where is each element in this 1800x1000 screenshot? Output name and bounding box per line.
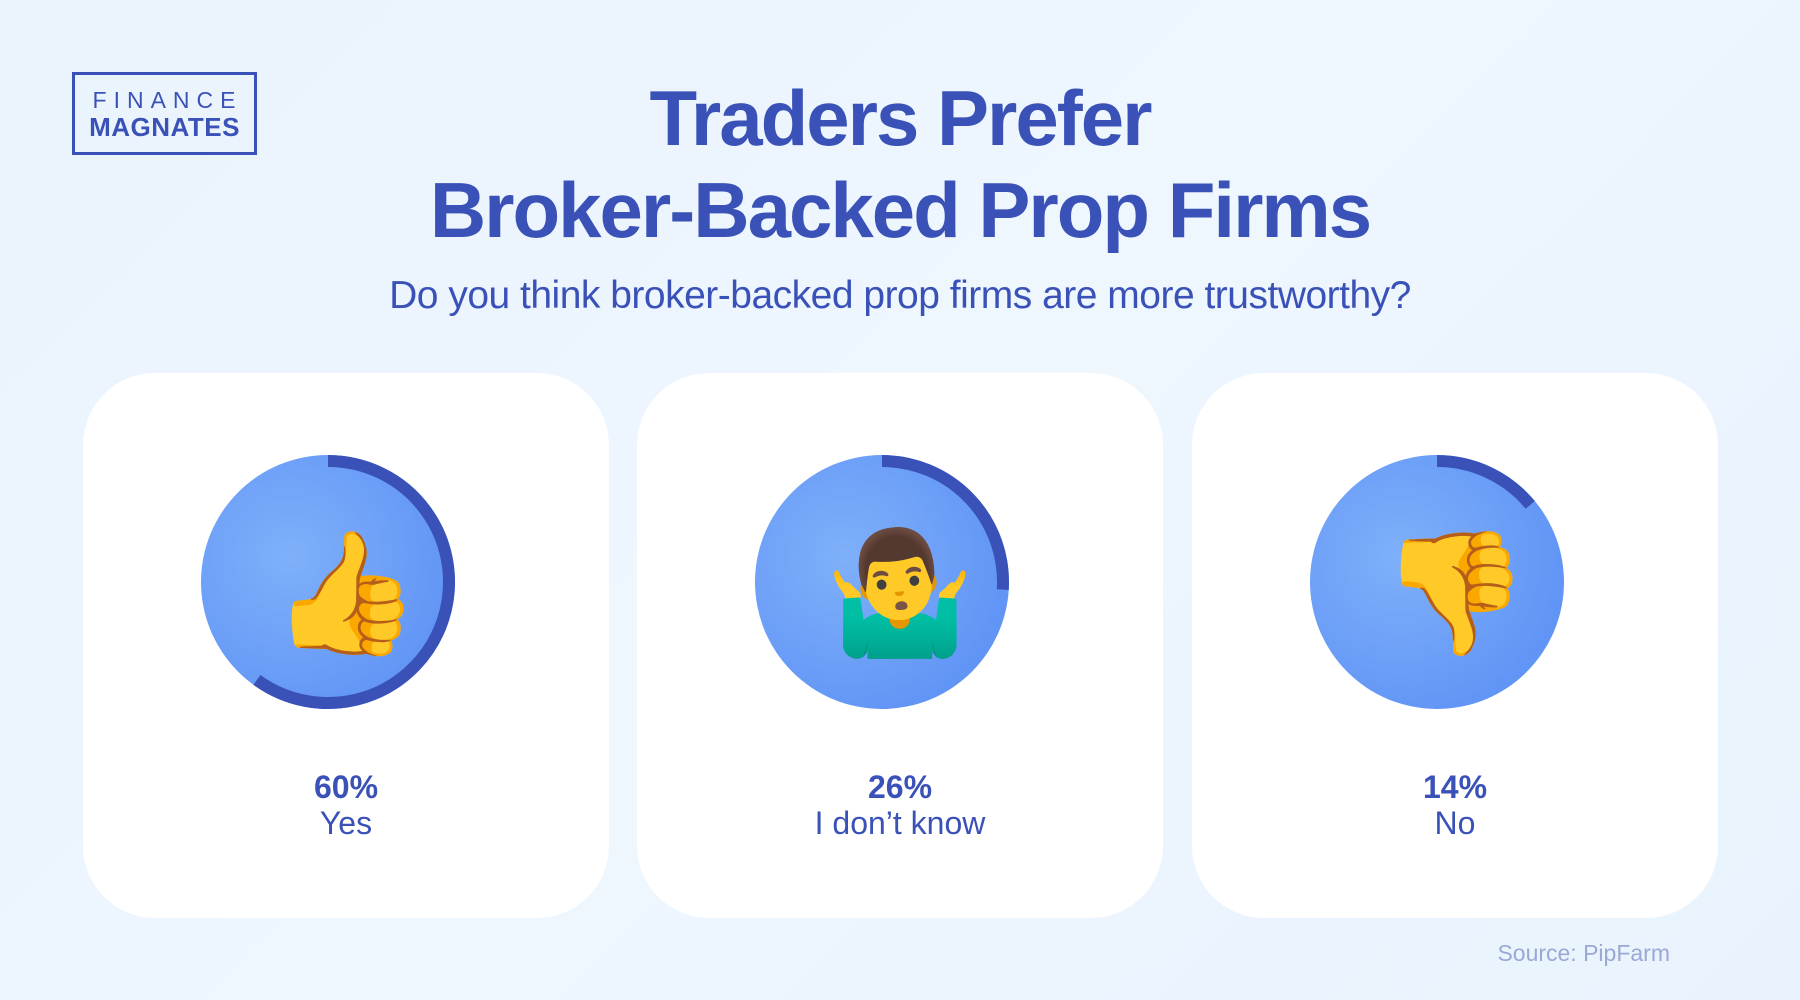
percent-label: 60% bbox=[313, 769, 379, 805]
answer-label: Yes bbox=[319, 805, 373, 841]
subtitle: Do you think broker-backed prop firms ar… bbox=[389, 274, 1411, 317]
title-line1: Traders Prefer bbox=[649, 74, 1153, 162]
disc bbox=[201, 455, 455, 709]
result-card: 👎 14% No bbox=[1192, 373, 1718, 918]
donut-ring bbox=[201, 455, 455, 709]
shrug-icon: 🤷‍♂️ bbox=[825, 526, 975, 660]
percent-label: 26% bbox=[867, 769, 933, 805]
progress-arc bbox=[881, 455, 1009, 590]
result-card: 🤷‍♂️ 26% I don’t know bbox=[637, 373, 1163, 918]
percent-label: 14% bbox=[1422, 769, 1488, 805]
source-note: Source: PipFarm bbox=[1497, 940, 1670, 966]
answer-label: No bbox=[1434, 805, 1476, 841]
disc bbox=[1310, 455, 1564, 709]
disc bbox=[755, 455, 1009, 709]
result-card: 👍 60% Yes bbox=[83, 373, 609, 918]
thumbs-up-icon: 👍 bbox=[271, 526, 421, 660]
logo-line1: FINANCE bbox=[92, 86, 243, 113]
progress-arc bbox=[253, 455, 455, 709]
thumbs-down-icon: 👎 bbox=[1380, 526, 1530, 660]
donut-ring bbox=[1310, 455, 1564, 709]
page-title: Traders Prefer Broker-Backed Prop Firms bbox=[0, 72, 1800, 256]
donut-ring bbox=[755, 455, 1009, 709]
progress-arc bbox=[1436, 455, 1535, 509]
finance-magnates-logo: FINANCE MAGNATES bbox=[72, 72, 257, 155]
title-line2: Broker-Backed Prop Firms bbox=[429, 166, 1372, 254]
answer-label: I don’t know bbox=[814, 805, 986, 841]
logo-line2: MAGNATES bbox=[89, 111, 240, 142]
